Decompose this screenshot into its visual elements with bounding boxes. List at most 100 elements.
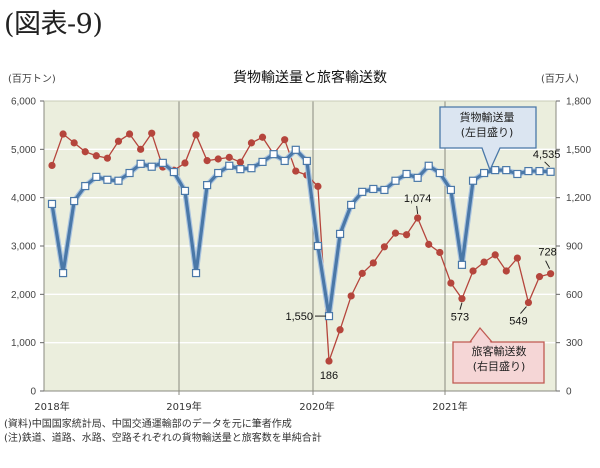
freight-legend-title: 貨物輸送量 <box>459 111 515 124</box>
passenger-point <box>125 130 134 138</box>
passenger-point <box>92 152 100 160</box>
passenger-point <box>425 240 433 248</box>
freight-point <box>391 176 400 185</box>
freight-point <box>147 162 156 171</box>
passenger-point <box>225 153 233 161</box>
data-annotations: 1,550 4,535 186 1,074 573 549 728 <box>285 149 560 382</box>
freight-point <box>169 167 178 177</box>
freight-point <box>125 168 134 178</box>
passenger-point <box>59 130 67 138</box>
passenger-point <box>70 139 78 147</box>
passenger-point <box>402 231 411 239</box>
right-tick-label: 900 <box>566 242 583 253</box>
passenger-point <box>247 139 256 147</box>
passenger-point <box>192 131 200 139</box>
passenger-point <box>81 148 89 156</box>
passenger-legend-title: 旅客輸送数 <box>471 345 527 358</box>
passenger-point <box>347 292 355 300</box>
left-axis-ticks: 6,000 5,000 4,000 3,000 2,000 1,000 0 <box>11 97 44 398</box>
left-axis-unit: (百万トン) <box>8 74 56 85</box>
passenger-point <box>181 159 189 167</box>
freight-point <box>114 176 123 185</box>
passenger-point <box>48 161 56 170</box>
left-tick-label: 6,000 <box>11 97 36 108</box>
passenger-point <box>314 182 322 190</box>
freight-point <box>225 161 234 170</box>
freight-point <box>70 196 79 206</box>
freight-point <box>47 199 57 209</box>
freight-point <box>291 145 300 154</box>
freight-point <box>136 159 145 168</box>
passenger-point <box>203 157 211 165</box>
freight-point <box>480 168 489 178</box>
freight-point <box>369 184 378 194</box>
freight-point <box>92 172 101 181</box>
passenger-point <box>502 267 510 275</box>
passenger-legend-callout: 旅客輸送数 (右目盛り) <box>456 344 542 374</box>
passenger-point <box>358 269 366 277</box>
chart-title: 貨物輸送量と旅客輸送数 <box>233 70 387 86</box>
freight-point <box>236 165 245 174</box>
freight-point <box>468 176 478 185</box>
freight-point <box>358 187 367 196</box>
right-tick-label: 0 <box>566 387 572 398</box>
freight-point <box>513 169 522 179</box>
passenger-point <box>236 158 244 166</box>
freight-point <box>324 311 334 321</box>
passenger-2021feb-label: 573 <box>451 312 469 324</box>
freight-point <box>502 166 511 175</box>
passenger-point <box>336 326 344 334</box>
freight-point <box>546 167 555 176</box>
right-tick-label: 1,800 <box>566 97 591 108</box>
x-axis-label: 2019年 <box>166 400 201 413</box>
method-note: (注)鉄道、道路、水路、空路それぞれの貨物輸送量と旅客数を単純合計 <box>4 433 322 444</box>
x-axis-label: 2018年 <box>34 400 69 413</box>
passenger-point <box>513 254 521 262</box>
right-tick-label: 1,500 <box>566 145 591 156</box>
passenger-2021aug-label: 549 <box>509 316 527 328</box>
freight-point <box>380 185 389 195</box>
freight-point <box>81 181 90 191</box>
passenger-point <box>114 137 123 145</box>
passenger-point <box>258 133 267 141</box>
right-tick-label: 300 <box>566 338 583 349</box>
left-tick-label: 5,000 <box>11 145 36 156</box>
x-axis-labels: 2018年 2019年 2020年 2021年 <box>34 400 467 413</box>
passenger-point <box>369 259 377 267</box>
passenger-point <box>148 129 156 137</box>
x-axis-label: 2021年 <box>432 400 467 413</box>
freight-point <box>424 161 433 170</box>
freight-legend-callout: 貨物輸送量 (左目盛り) <box>442 110 532 140</box>
freight-point <box>180 186 190 195</box>
passenger-point <box>535 273 544 281</box>
passenger-legend-axis: (右目盛り) <box>472 360 526 373</box>
freight-point <box>103 175 112 184</box>
freight-point <box>247 164 256 173</box>
freight-point <box>269 150 278 159</box>
freight-point <box>457 260 467 269</box>
passenger-point <box>547 270 555 278</box>
freight-point <box>335 229 345 239</box>
passenger-point <box>137 145 145 153</box>
passenger-point <box>469 267 477 275</box>
passenger-point <box>281 136 289 144</box>
passenger-point <box>414 214 422 222</box>
freight-legend-axis: (左目盛り) <box>460 126 514 139</box>
freight-point <box>302 156 311 166</box>
right-axis-unit: (百万人) <box>541 74 579 85</box>
freight-point <box>58 268 68 278</box>
freight-point <box>524 166 533 176</box>
freight-point <box>491 166 500 175</box>
freight-point <box>435 168 444 178</box>
passenger-point <box>391 229 400 237</box>
freight-point <box>191 268 201 278</box>
passenger-point <box>491 251 499 259</box>
freight-point <box>413 173 422 182</box>
passenger-point <box>458 295 466 303</box>
x-axis-label: 2020年 <box>299 400 334 413</box>
left-tick-label: 1,000 <box>11 338 36 349</box>
passenger-point <box>436 248 444 257</box>
left-tick-label: 4,000 <box>11 193 36 204</box>
freight-point <box>402 169 411 179</box>
